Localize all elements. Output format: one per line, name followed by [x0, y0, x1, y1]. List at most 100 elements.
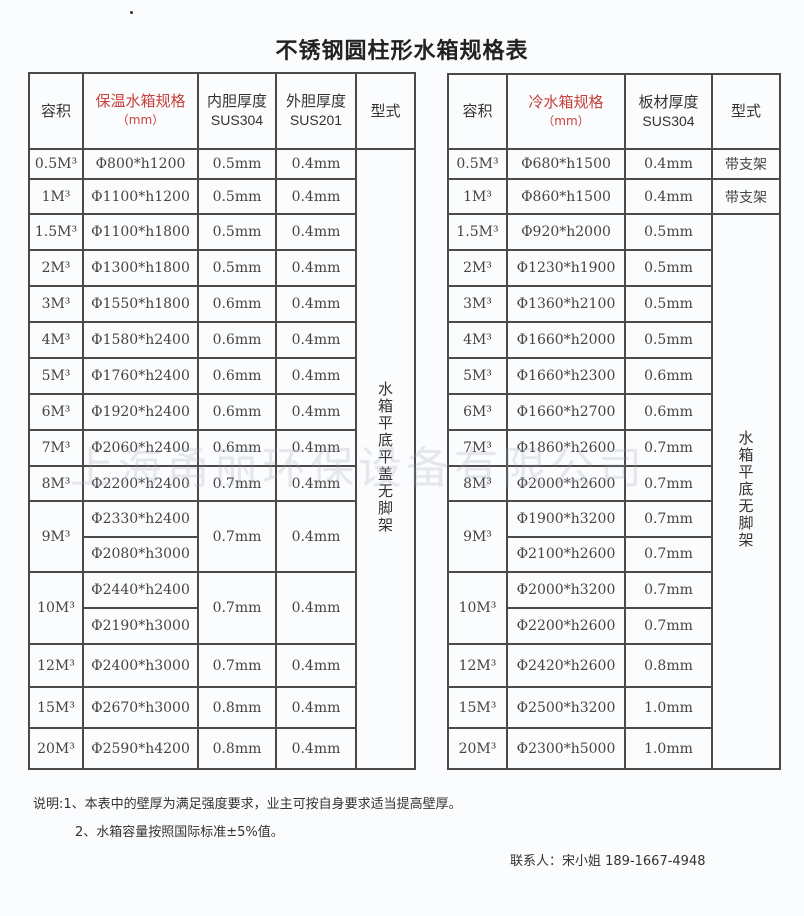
- capacity-cell: 12M³: [447, 643, 508, 688]
- spec-cell: Φ2100*h2600: [506, 535, 626, 573]
- table-row: 8M³ Φ2200*h2400 0.7mm 0.4mm: [28, 465, 415, 502]
- thickness-cell: 0.6mm: [624, 357, 713, 395]
- spec-cell: Φ2300*h5000: [506, 727, 626, 770]
- spec-cell: Φ2400*h3000: [82, 643, 199, 688]
- spec-cell: Φ2080*h3000: [82, 535, 199, 573]
- table-row: 10M³ Φ2000*h3200 0.7mm: [447, 571, 780, 645]
- table-row: 8M³ Φ2000*h2600 0.7mm: [447, 465, 780, 502]
- spec-cell: Φ1860*h2600: [506, 429, 626, 467]
- spec-cell: Φ1660*h2700: [506, 393, 626, 431]
- type-cell: 带支架: [711, 178, 781, 215]
- spec-cell: Φ1230*h1900: [506, 249, 626, 287]
- thickness-cell: 0.7mm: [624, 607, 713, 645]
- capacity-cell: 12M³: [28, 643, 84, 688]
- outer-thickness-cell: 0.4mm: [275, 178, 357, 215]
- thickness-cell: 0.6mm: [624, 393, 713, 431]
- table-row: 0.5M³ Φ680*h1500 0.4mm 带支架: [447, 148, 781, 180]
- outer-thickness-cell: 0.4mm: [275, 321, 357, 359]
- spec-cell: Φ2200*h2600: [506, 607, 626, 645]
- table-row: 20M³ Φ2590*h4200 0.8mm 0.4mm: [28, 727, 415, 770]
- thickness-cell: 0.5mm: [624, 249, 713, 287]
- outer-thickness-cell: 0.4mm: [275, 429, 357, 467]
- spec-cell: Φ1100*h1200: [82, 178, 199, 215]
- spec-cell: Φ2420*h2600: [506, 643, 626, 688]
- header-outer: 外胆厚度 SUS201: [275, 72, 357, 150]
- table-row: 1.5M³ Φ1100*h1800 0.5mm 0.4mm: [28, 213, 415, 251]
- table-row: Φ2200*h2600 0.7mm: [448, 607, 780, 645]
- outer-thickness-cell: 0.4mm: [275, 249, 357, 287]
- spec-cell: Φ2500*h3200: [506, 686, 626, 729]
- cold-tank-table: 容积 冷水箱规格 （mm） 板材厚度 SUS304 型式 0.5M³ Φ680*h15…: [447, 73, 781, 770]
- table-row: 1.5M³ Φ920*h2000 0.5mm 水箱平底无脚架: [447, 213, 781, 770]
- note-line-1: 说明:1、本表中的壁厚为满足强度要求，业主可按自身要求适当提高壁厚。: [33, 797, 462, 812]
- capacity-cell: 3M³: [28, 285, 84, 323]
- capacity-cell: 7M³: [447, 429, 508, 467]
- header-spec: 冷水箱规格 （mm）: [506, 73, 626, 150]
- table-row: 6M³ Φ1920*h2400 0.6mm 0.4mm: [28, 393, 415, 431]
- table-row: Φ2100*h2600 0.7mm: [448, 535, 780, 573]
- header-thickness-label: 板材厚度: [638, 92, 699, 111]
- spec-cell: Φ2000*h2600: [506, 465, 626, 502]
- outer-thickness-cell: 0.4mm: [275, 686, 357, 729]
- capacity-cell: 1.5M³: [28, 213, 84, 251]
- table-row: 3M³ Φ1360*h2100 0.5mm: [447, 285, 780, 323]
- header-capacity: 容积: [447, 73, 508, 150]
- outer-thickness-cell: 0.4mm: [275, 148, 357, 180]
- type-cell: 水箱平底无脚架: [711, 213, 781, 770]
- capacity-cell: 0.5M³: [447, 148, 508, 180]
- inner-thickness-cell: 0.6mm: [197, 357, 277, 395]
- table-row: 4M³ Φ1660*h2000 0.5mm: [447, 321, 780, 359]
- capacity-cell: 5M³: [28, 357, 84, 395]
- outer-thickness-cell: 0.4mm: [275, 285, 357, 323]
- spec-cell: Φ2000*h3200: [506, 571, 626, 609]
- thickness-cell: 0.4mm: [624, 178, 713, 215]
- scan-speck: [130, 11, 133, 14]
- capacity-cell: 9M³: [28, 500, 84, 573]
- inner-thickness-cell: 0.6mm: [197, 393, 277, 431]
- table-row: 1M³ Φ1100*h1200 0.5mm 0.4mm: [28, 178, 415, 215]
- inner-thickness-cell: 0.7mm: [197, 500, 277, 573]
- type-value: 水箱平底平盖无脚架: [376, 380, 394, 534]
- header-inner-material: SUS304: [210, 112, 264, 128]
- header-spec-unit: （mm）: [542, 113, 590, 128]
- spec-cell: Φ1580*h2400: [82, 321, 199, 359]
- capacity-cell: 4M³: [447, 321, 508, 359]
- spec-cell: Φ1660*h2000: [506, 321, 626, 359]
- table-row: 6M³ Φ1660*h2700 0.6mm: [447, 393, 780, 431]
- type-cell: 水箱平底平盖无脚架: [355, 148, 416, 770]
- capacity-cell: 20M³: [447, 727, 508, 770]
- capacity-cell: 15M³: [447, 686, 508, 729]
- table-header-row: 容积 保温水箱规格 （mm） 内胆厚度 SUS304 外胆厚度 SUS201 型式: [28, 72, 416, 150]
- capacity-cell: 1M³: [28, 178, 84, 215]
- header-outer-material: SUS201: [289, 112, 343, 128]
- inner-thickness-cell: 0.5mm: [197, 178, 277, 215]
- header-spec-label: 保温水箱规格: [95, 92, 186, 110]
- inner-thickness-cell: 0.7mm: [197, 465, 277, 502]
- spec-cell: Φ2330*h2400: [82, 500, 199, 538]
- table-row: 5M³ Φ1760*h2400 0.6mm 0.4mm: [28, 357, 415, 395]
- spec-cell: Φ1760*h2400: [82, 357, 199, 395]
- spec-cell: Φ1360*h2100: [506, 285, 626, 323]
- table-header-row: 容积 冷水箱规格 （mm） 板材厚度 SUS304 型式: [447, 73, 781, 150]
- thickness-cell: 1.0mm: [624, 727, 713, 770]
- capacity-cell: 5M³: [447, 357, 508, 395]
- header-capacity: 容积: [28, 72, 84, 150]
- spec-cell: Φ1660*h2300: [506, 357, 626, 395]
- table-row: 2M³ Φ1230*h1900 0.5mm: [447, 249, 780, 287]
- table-row: 15M³ Φ2500*h3200 1.0mm: [447, 686, 780, 729]
- spec-cell: Φ2590*h4200: [82, 727, 199, 770]
- capacity-cell: 7M³: [28, 429, 84, 467]
- spec-cell: Φ2670*h3000: [82, 686, 199, 729]
- header-spec-unit: （mm）: [116, 113, 165, 127]
- thickness-cell: 1.0mm: [624, 686, 713, 729]
- spec-cell: Φ1100*h1800: [82, 213, 199, 251]
- contact-info: 联系人：宋小姐 189-1667-4948: [510, 854, 706, 869]
- inner-thickness-cell: 0.5mm: [197, 213, 277, 251]
- table-row: 0.5M³ Φ800*h1200 0.5mm 0.4mm 水箱平底平盖无脚架: [28, 148, 416, 770]
- outer-thickness-cell: 0.4mm: [275, 393, 357, 431]
- outer-thickness-cell: 0.4mm: [275, 465, 357, 502]
- thickness-cell: 0.5mm: [624, 213, 713, 251]
- thickness-cell: 0.5mm: [624, 285, 713, 323]
- spec-cell: Φ2200*h2400: [82, 465, 199, 502]
- thickness-cell: 0.8mm: [624, 643, 713, 688]
